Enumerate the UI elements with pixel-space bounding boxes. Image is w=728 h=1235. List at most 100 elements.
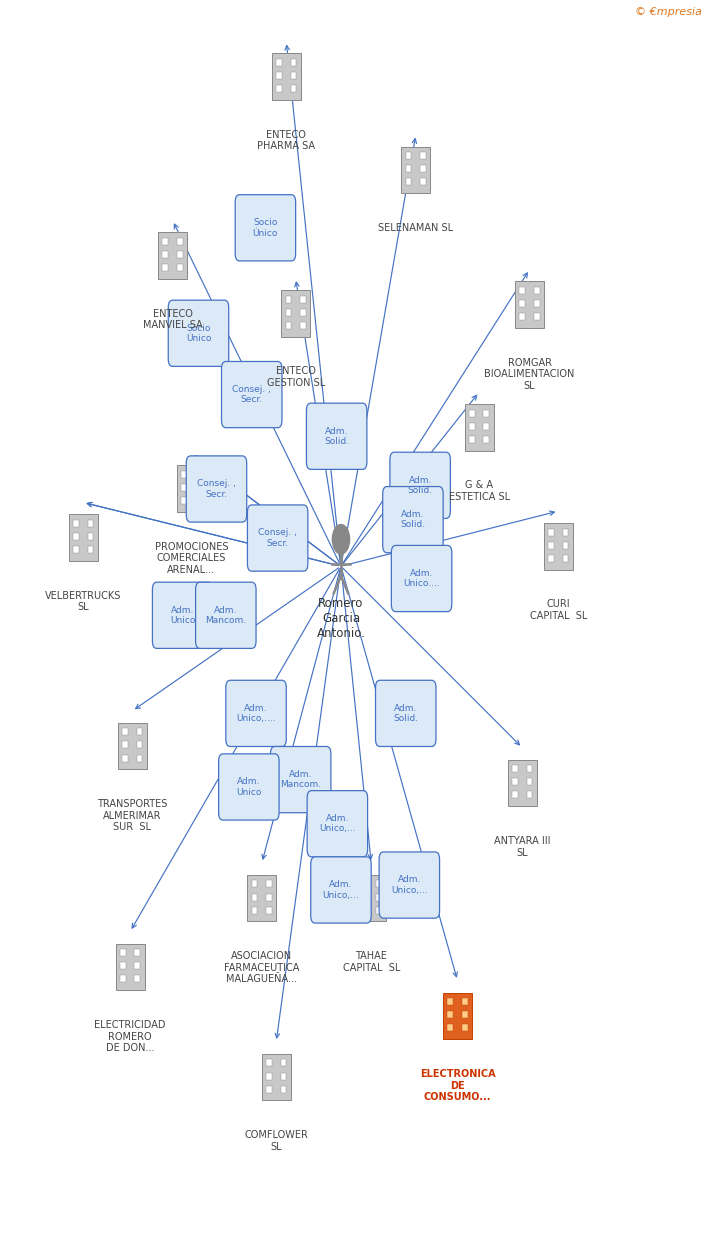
FancyBboxPatch shape [483, 422, 489, 430]
Text: ROMGAR
BIOALIMENTACION
SL: ROMGAR BIOALIMENTACION SL [484, 358, 574, 391]
FancyBboxPatch shape [420, 152, 426, 159]
Text: Adm.
Unico,...: Adm. Unico,... [323, 881, 360, 899]
FancyBboxPatch shape [120, 950, 126, 956]
FancyBboxPatch shape [469, 422, 475, 430]
FancyBboxPatch shape [544, 522, 573, 569]
Text: ENTECO
PHARMA SA: ENTECO PHARMA SA [257, 130, 315, 152]
Text: Adm.
Mancom.: Adm. Mancom. [280, 769, 321, 789]
FancyBboxPatch shape [280, 1060, 286, 1067]
Text: COMFLOWER
SL: COMFLOWER SL [245, 1130, 308, 1152]
FancyBboxPatch shape [300, 309, 306, 316]
FancyBboxPatch shape [252, 906, 258, 914]
FancyBboxPatch shape [534, 287, 539, 294]
FancyBboxPatch shape [420, 165, 426, 172]
Text: ENTECO
MANVIEL SA: ENTECO MANVIEL SA [143, 309, 202, 330]
FancyBboxPatch shape [357, 874, 386, 921]
FancyBboxPatch shape [74, 520, 79, 527]
FancyBboxPatch shape [118, 722, 146, 769]
FancyBboxPatch shape [563, 542, 569, 548]
FancyBboxPatch shape [252, 893, 258, 900]
FancyBboxPatch shape [266, 881, 272, 888]
Text: Adm.
Unico,...: Adm. Unico,... [391, 876, 428, 894]
FancyBboxPatch shape [285, 309, 291, 316]
FancyBboxPatch shape [443, 993, 472, 1039]
FancyBboxPatch shape [177, 466, 206, 513]
Text: Adm.
Unico: Adm. Unico [236, 777, 261, 797]
FancyBboxPatch shape [266, 1060, 272, 1067]
FancyBboxPatch shape [448, 1011, 454, 1018]
FancyBboxPatch shape [135, 950, 141, 956]
FancyBboxPatch shape [361, 881, 367, 888]
FancyBboxPatch shape [266, 1086, 272, 1093]
Text: Adm.
Unico,....: Adm. Unico,.... [237, 704, 276, 722]
FancyBboxPatch shape [122, 729, 128, 735]
Text: Adm.
Mancom.: Adm. Mancom. [205, 605, 246, 625]
FancyBboxPatch shape [508, 760, 537, 806]
FancyBboxPatch shape [520, 287, 525, 294]
FancyBboxPatch shape [266, 893, 272, 900]
FancyBboxPatch shape [177, 238, 183, 245]
FancyBboxPatch shape [116, 944, 144, 990]
FancyBboxPatch shape [534, 300, 539, 308]
Text: ASOCIACION
FARMACEUTICA
MALAGUEÑA...: ASOCIACION FARMACEUTICA MALAGUEÑA... [224, 951, 299, 984]
Text: ELECTRICIDAD
ROMERO
DE DON...: ELECTRICIDAD ROMERO DE DON... [95, 1020, 166, 1053]
FancyBboxPatch shape [513, 766, 518, 772]
FancyBboxPatch shape [226, 680, 286, 746]
FancyBboxPatch shape [306, 403, 367, 469]
FancyBboxPatch shape [392, 546, 452, 611]
FancyBboxPatch shape [181, 471, 187, 478]
Text: Adm.
Unico: Adm. Unico [170, 605, 195, 625]
Text: G & A
ESTETICA SL: G & A ESTETICA SL [448, 480, 510, 501]
FancyBboxPatch shape [462, 998, 467, 1005]
Text: Adm.
Solid.: Adm. Solid. [324, 426, 349, 446]
Text: ANTYARA III
SL: ANTYARA III SL [494, 836, 550, 857]
FancyBboxPatch shape [272, 53, 301, 100]
FancyBboxPatch shape [401, 147, 430, 193]
FancyBboxPatch shape [513, 778, 518, 785]
FancyBboxPatch shape [405, 152, 411, 159]
FancyBboxPatch shape [520, 300, 525, 308]
Text: Socio
Único: Socio Único [253, 219, 278, 237]
Text: Adm.
Unico,...: Adm. Unico,... [319, 814, 356, 834]
Text: Romero
Garcia
Antonio.: Romero Garcia Antonio. [317, 597, 365, 640]
FancyBboxPatch shape [122, 741, 128, 748]
FancyBboxPatch shape [276, 85, 282, 93]
FancyBboxPatch shape [300, 321, 306, 329]
FancyBboxPatch shape [177, 264, 183, 270]
FancyBboxPatch shape [196, 582, 256, 648]
FancyBboxPatch shape [534, 314, 539, 320]
FancyBboxPatch shape [285, 295, 291, 303]
Text: ENTECO
GESTION SL: ENTECO GESTION SL [266, 367, 325, 388]
Text: Consej. ,
Secr.: Consej. , Secr. [258, 529, 297, 548]
FancyBboxPatch shape [196, 496, 202, 504]
Text: Consej. ,
Secr.: Consej. , Secr. [197, 479, 236, 499]
FancyBboxPatch shape [563, 555, 569, 562]
FancyBboxPatch shape [248, 874, 276, 921]
FancyBboxPatch shape [276, 72, 282, 79]
FancyBboxPatch shape [137, 729, 143, 735]
Text: © €mpresia: © €mpresia [636, 7, 703, 17]
FancyBboxPatch shape [218, 753, 279, 820]
FancyBboxPatch shape [276, 59, 282, 65]
FancyBboxPatch shape [462, 1011, 467, 1018]
Text: Adm.
Solid.: Adm. Solid. [408, 475, 432, 495]
FancyBboxPatch shape [405, 178, 411, 185]
FancyBboxPatch shape [87, 534, 93, 540]
FancyBboxPatch shape [548, 529, 554, 536]
FancyBboxPatch shape [526, 766, 532, 772]
FancyBboxPatch shape [120, 976, 126, 982]
FancyBboxPatch shape [122, 755, 128, 762]
FancyBboxPatch shape [311, 857, 371, 923]
FancyBboxPatch shape [513, 792, 518, 798]
Text: VELBERTRUCKS
SL: VELBERTRUCKS SL [45, 590, 122, 613]
FancyBboxPatch shape [483, 410, 489, 416]
FancyBboxPatch shape [248, 505, 308, 571]
FancyBboxPatch shape [196, 471, 202, 478]
FancyBboxPatch shape [469, 410, 475, 416]
FancyBboxPatch shape [515, 282, 544, 329]
FancyBboxPatch shape [135, 962, 141, 969]
FancyBboxPatch shape [307, 790, 368, 857]
Text: Adm.
Unico....: Adm. Unico.... [403, 569, 440, 588]
FancyBboxPatch shape [376, 680, 436, 746]
FancyBboxPatch shape [221, 362, 282, 427]
